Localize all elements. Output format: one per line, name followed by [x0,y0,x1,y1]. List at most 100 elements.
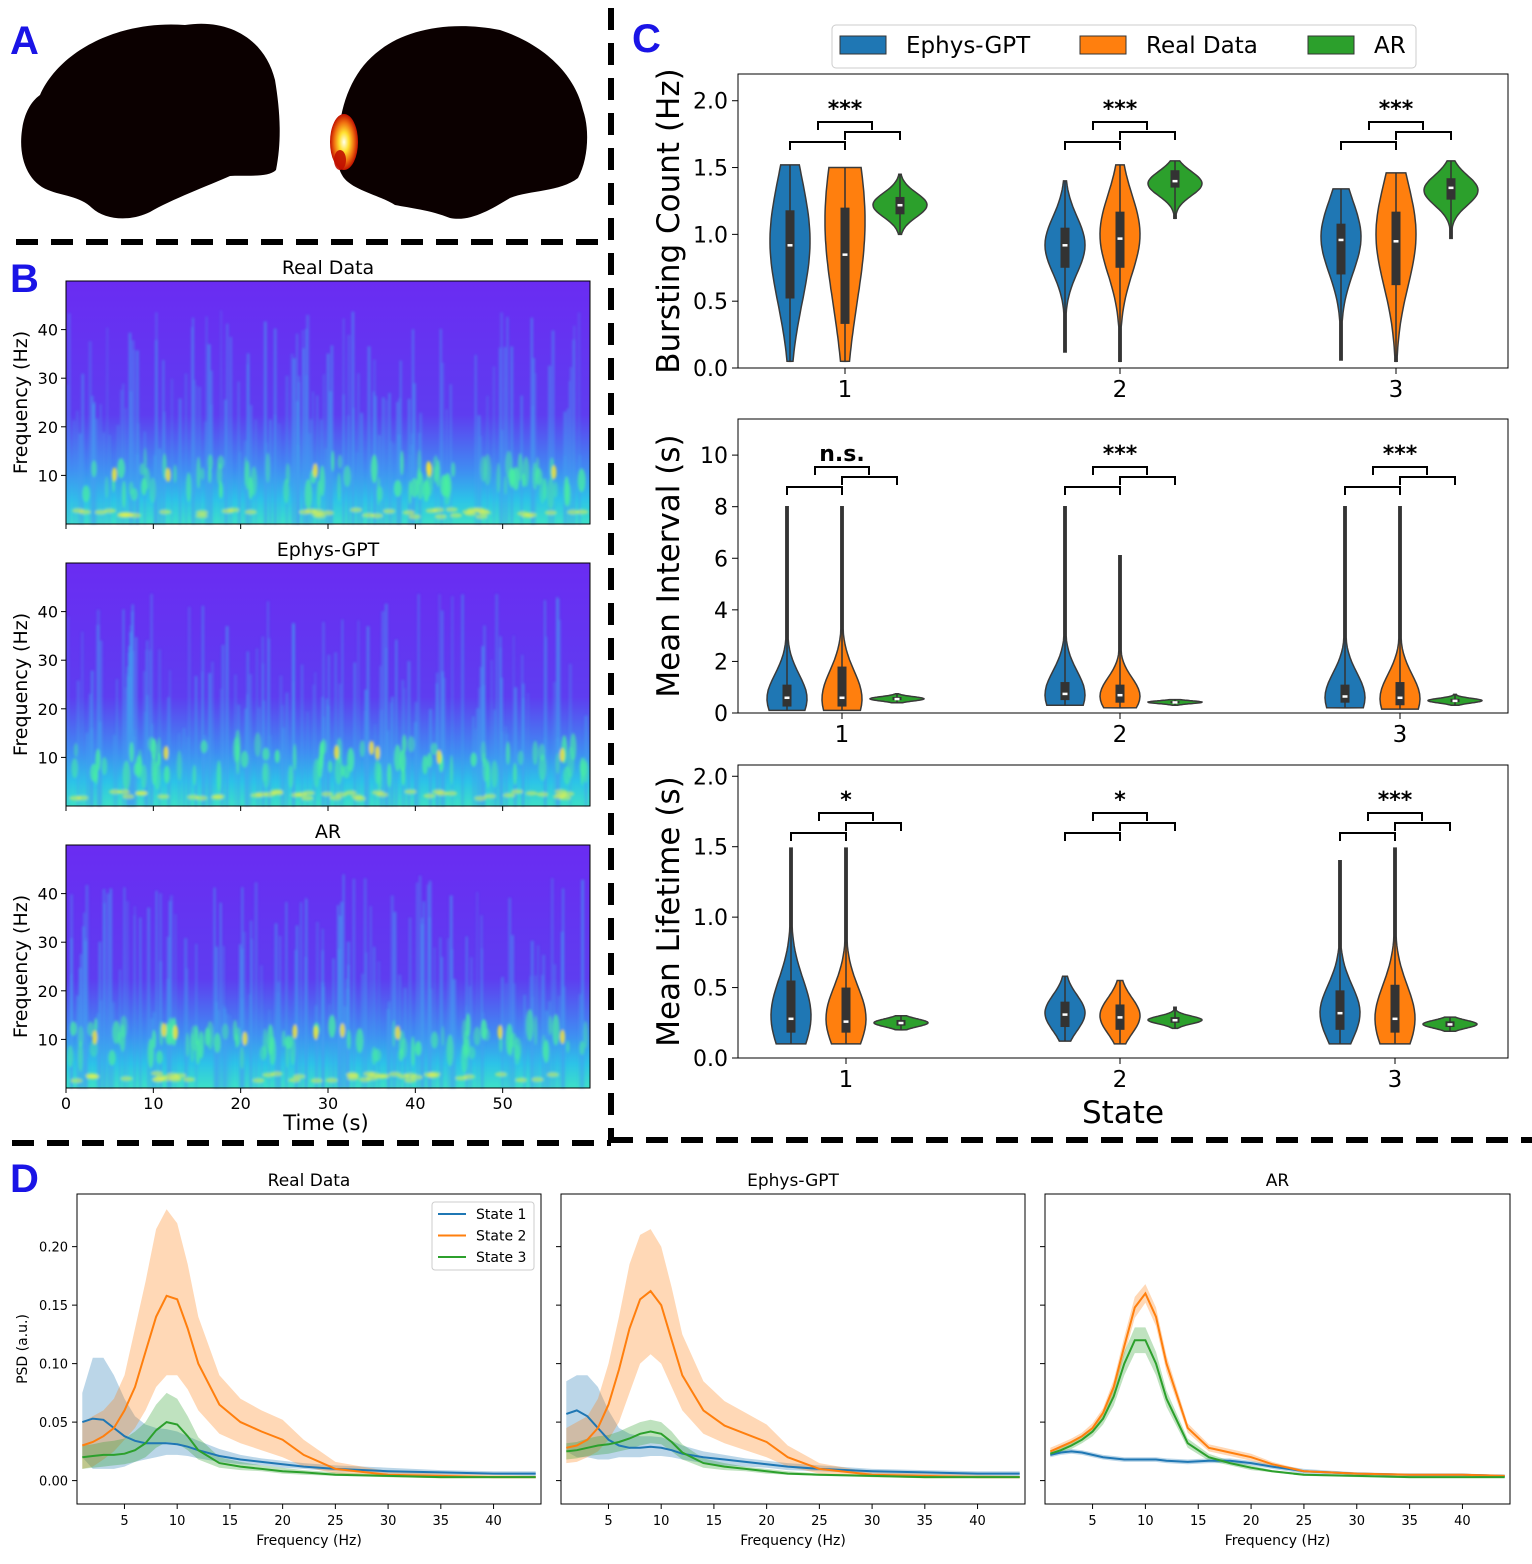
significance-label: * [840,788,852,813]
alpha-burst [513,762,517,785]
burst-streak [428,917,432,1088]
bracket-ephys-real [1064,486,1121,495]
burst-streak [279,675,283,806]
alpha-burst [425,469,433,497]
burst-streak [449,895,453,1088]
alpha-burst [393,480,402,497]
burst-streak [66,384,69,524]
bracket-top [1368,121,1424,130]
burst-streak [380,709,383,806]
psd-line-state-3 [82,1421,536,1479]
alpha-burst [163,765,170,784]
burst-streak [443,677,446,806]
burst-streak [162,360,165,524]
x-axis-label: Frequency (Hz) [740,1533,846,1549]
low-freq-band [271,790,284,796]
violin-median [894,697,900,701]
burst-streak [256,648,258,806]
burst-streak [346,964,350,1088]
low-freq-band [195,510,208,515]
spectrogram-title: Real Data [282,257,374,279]
burst-streak [342,318,345,524]
violin-median [1172,701,1178,704]
low-freq-band [311,509,324,514]
alpha-burst [399,749,406,773]
burst-streak [158,448,162,524]
low-freq-band [135,790,148,796]
alpha-burst [394,744,402,772]
burst-streak [250,404,253,524]
burst-streak [301,664,304,806]
burst-streak [390,696,394,806]
low-freq-band [450,513,463,518]
burst-streak [66,616,69,806]
plot-frame [560,1193,1026,1505]
alpha-burst [331,450,335,472]
alpha-burst [91,460,97,478]
spectrogram-title: Ephys-GPT [277,539,380,561]
low-freq-band [466,507,479,513]
burst-streak [324,448,327,524]
burst-streak [474,728,477,806]
significance-bracket-state-2 [1064,121,1176,150]
x-tick-label: 10 [653,1514,670,1529]
alpha-burst [285,1037,290,1068]
bracket-top [818,812,874,821]
alpha-burst [248,477,254,500]
y-tick-label: 0.5 [693,290,728,315]
alpha-burst [218,480,223,499]
low-freq-band [94,509,107,515]
alpha-burst [265,452,270,483]
alpha-burst-peak [161,1022,167,1037]
burst-streak [439,937,442,1088]
burst-streak [435,453,437,524]
significance-bracket-state-3 [1340,121,1452,150]
alpha-burst [401,734,407,754]
low-freq-band [69,795,82,801]
burst-streak [334,652,338,806]
alpha-burst [149,477,157,503]
alpha-burst [141,477,147,496]
alpha-burst [73,742,78,758]
burst-streak [220,310,222,524]
burst-streak [134,637,138,806]
psd-line-state-2 [566,1289,1020,1479]
burst-streak [422,901,426,1088]
significance-label: *** [1103,442,1138,467]
alpha-burst [470,752,477,767]
burst-streak [243,931,246,1088]
y-tick-label: 30 [38,933,58,952]
burst-streak [480,436,483,524]
burst-streak [219,902,222,1088]
alpha-burst-peak [560,1029,565,1044]
burst-streak [223,399,227,524]
alpha-burst [391,1019,396,1048]
burst-streak [578,994,582,1088]
burst-streak [131,650,135,806]
alpha-burst [548,1015,552,1036]
burst-streak [417,593,420,806]
psd-band-state-2 [82,1209,536,1479]
burst-streak [96,624,100,806]
burst-streak [170,379,173,524]
burst-streak [205,316,208,524]
burst-streak [178,398,182,524]
low-freq-band [313,513,326,519]
burst-streak [403,987,407,1088]
burst-streak [367,346,371,524]
burst-streak [490,660,493,806]
legend-label-1: Ephys-GPT [906,33,1031,59]
alpha-burst [422,755,428,775]
burst-streak [213,887,216,1088]
violin-iqr-box [1170,170,1180,188]
low-freq-band [301,795,314,801]
x-tick-label: 5 [1088,1514,1096,1529]
burst-streak [395,639,398,806]
y-tick-label: 0.10 [39,1358,68,1373]
significance-label: *** [1383,442,1418,467]
low-freq-band [166,1072,179,1078]
y-tick-label: 10 [700,444,728,469]
alpha-burst [204,1027,211,1047]
bracket-real-ar [1119,476,1176,485]
alpha-burst [196,456,201,489]
